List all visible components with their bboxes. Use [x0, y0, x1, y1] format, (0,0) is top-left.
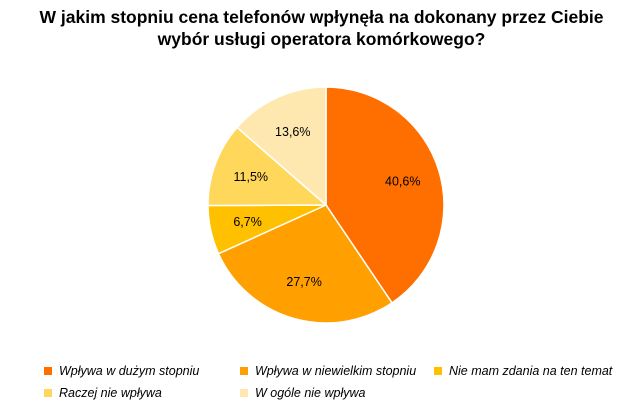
slice-data-label: 13,6% [275, 125, 310, 139]
legend-label: Wpływa w dużym stopniu [59, 364, 200, 378]
slice-data-label: 11,5% [234, 170, 269, 184]
legend-item: Raczej nie wpływa [44, 386, 240, 400]
pie-slice [207, 126, 328, 207]
legend-label: Raczej nie wpływa [59, 386, 162, 400]
legend-swatch [44, 389, 52, 397]
legend-swatch [434, 367, 442, 375]
slice-data-label: 40,6% [385, 175, 420, 189]
legend-row-1: Wpływa w dużym stopniu Wpływa w niewielk… [44, 360, 612, 382]
legend-row-2: Raczej nie wpływa W ogóle nie wpływa [44, 382, 612, 404]
pie-slice [325, 86, 445, 304]
legend-swatch [44, 367, 52, 375]
chart-title: W jakim stopniu cena telefonów wpłynęła … [0, 6, 643, 50]
legend-item: Wpływa w dużym stopniu [44, 364, 240, 378]
legend-swatch [240, 389, 248, 397]
slice-data-label: 27,7% [286, 275, 321, 289]
slice-data-label: 6,7% [233, 215, 262, 229]
chart-title-line-2: wybór usługi operatora komórkowego? [157, 29, 486, 49]
legend-label: W ogóle nie wpływa [255, 386, 366, 400]
pie-slice [236, 86, 327, 207]
legend-item: Nie mam zdania na ten temat [434, 364, 612, 378]
legend-label: Wpływa w niewielkim stopniu [255, 364, 417, 378]
legend-item: Wpływa w niewielkim stopniu [240, 364, 434, 378]
legend: Wpływa w dużym stopniu Wpływa w niewielk… [44, 360, 612, 404]
legend-item: W ogóle nie wpływa [240, 386, 365, 400]
legend-swatch [240, 367, 248, 375]
legend-label: Nie mam zdania na ten temat [449, 364, 613, 378]
chart-title-line-1: W jakim stopniu cena telefonów wpłynęła … [39, 7, 604, 27]
